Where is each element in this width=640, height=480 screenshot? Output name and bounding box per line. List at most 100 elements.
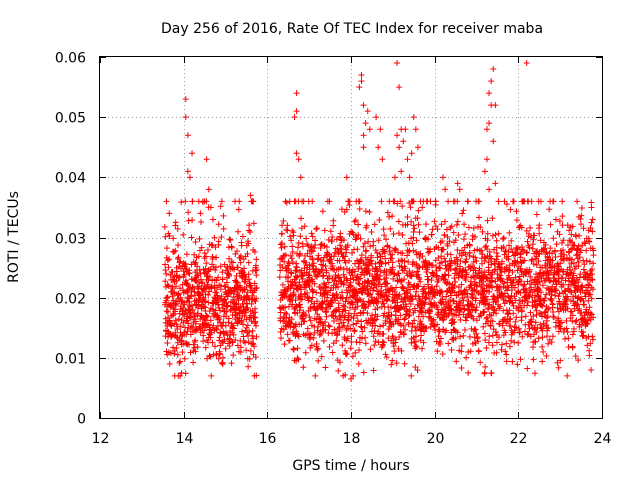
data-point bbox=[343, 265, 350, 272]
data-point bbox=[524, 302, 531, 309]
data-point bbox=[552, 253, 559, 260]
data-point bbox=[164, 294, 171, 301]
data-point bbox=[555, 364, 562, 371]
data-point bbox=[209, 339, 216, 346]
data-point bbox=[249, 332, 256, 339]
data-point bbox=[298, 273, 305, 280]
data-point bbox=[245, 276, 252, 283]
data-point bbox=[182, 96, 189, 103]
data-point bbox=[246, 222, 253, 229]
data-point bbox=[289, 259, 296, 266]
data-point bbox=[245, 240, 252, 247]
y-tick-label: 0.03 bbox=[55, 232, 86, 248]
data-point bbox=[517, 251, 524, 258]
data-point bbox=[219, 361, 226, 368]
data-point bbox=[388, 361, 395, 368]
data-point bbox=[367, 346, 374, 353]
data-point bbox=[164, 257, 171, 264]
data-point bbox=[352, 349, 359, 356]
data-point bbox=[235, 228, 242, 235]
data-point bbox=[490, 138, 497, 145]
data-point bbox=[176, 359, 183, 366]
data-point bbox=[164, 314, 171, 321]
data-point bbox=[334, 331, 341, 338]
data-point bbox=[413, 237, 420, 244]
data-point bbox=[208, 283, 215, 290]
data-point bbox=[293, 108, 300, 115]
data-point bbox=[336, 359, 343, 366]
data-point bbox=[170, 311, 177, 318]
data-point bbox=[192, 238, 199, 245]
data-point bbox=[200, 338, 207, 345]
data-point bbox=[302, 312, 309, 319]
data-point bbox=[362, 208, 369, 215]
data-point bbox=[222, 283, 229, 290]
data-point bbox=[482, 363, 489, 370]
data-point bbox=[512, 318, 519, 325]
data-point bbox=[202, 291, 209, 298]
data-point bbox=[219, 276, 226, 283]
data-point bbox=[536, 222, 543, 229]
data-point bbox=[205, 321, 212, 328]
data-point bbox=[348, 333, 355, 340]
data-point bbox=[302, 259, 309, 266]
data-point bbox=[493, 237, 500, 244]
data-point bbox=[549, 333, 556, 340]
data-point bbox=[197, 210, 204, 217]
y-tick-label: 0 bbox=[77, 412, 86, 428]
data-point bbox=[222, 296, 229, 303]
data-point bbox=[349, 249, 356, 256]
data-point bbox=[549, 301, 556, 308]
data-point bbox=[506, 229, 513, 236]
x-tick-label: 18 bbox=[343, 431, 361, 447]
data-point bbox=[293, 264, 300, 271]
data-point bbox=[524, 238, 531, 245]
data-point bbox=[249, 198, 256, 205]
data-point bbox=[493, 249, 500, 256]
data-point bbox=[362, 334, 369, 341]
data-point bbox=[553, 241, 560, 248]
data-point bbox=[206, 352, 213, 359]
data-point bbox=[283, 199, 290, 206]
data-point bbox=[286, 337, 293, 344]
data-point bbox=[230, 331, 237, 338]
data-point bbox=[201, 250, 208, 257]
data-point bbox=[196, 267, 203, 273]
data-point bbox=[251, 343, 258, 350]
data-point bbox=[247, 229, 254, 236]
data-point bbox=[306, 295, 313, 302]
data-point bbox=[198, 218, 204, 225]
data-point bbox=[285, 303, 292, 310]
data-point bbox=[309, 294, 316, 301]
data-point bbox=[442, 186, 449, 193]
data-point bbox=[205, 186, 212, 193]
data-point bbox=[466, 333, 473, 340]
data-point bbox=[215, 221, 222, 228]
data-point bbox=[347, 345, 354, 352]
data-point bbox=[472, 307, 479, 314]
data-point bbox=[211, 234, 218, 241]
data-point bbox=[569, 331, 576, 338]
data-point bbox=[289, 248, 296, 255]
data-point bbox=[277, 267, 284, 274]
data-point bbox=[179, 349, 186, 356]
data-point bbox=[523, 60, 530, 67]
data-point bbox=[465, 198, 472, 205]
data-point bbox=[400, 138, 407, 145]
data-point bbox=[300, 317, 307, 324]
data-point bbox=[163, 294, 170, 301]
data-point bbox=[465, 224, 472, 231]
data-point bbox=[382, 351, 389, 358]
data-point bbox=[299, 272, 306, 279]
y-tick-label: 0.05 bbox=[55, 111, 86, 127]
data-point bbox=[237, 344, 244, 351]
data-point bbox=[219, 339, 226, 346]
data-point bbox=[228, 360, 235, 367]
data-point bbox=[475, 214, 482, 221]
data-point bbox=[350, 276, 357, 283]
data-point bbox=[171, 290, 178, 297]
data-point bbox=[329, 234, 336, 241]
data-point bbox=[559, 274, 566, 281]
data-point bbox=[234, 342, 241, 349]
data-point bbox=[454, 180, 461, 187]
